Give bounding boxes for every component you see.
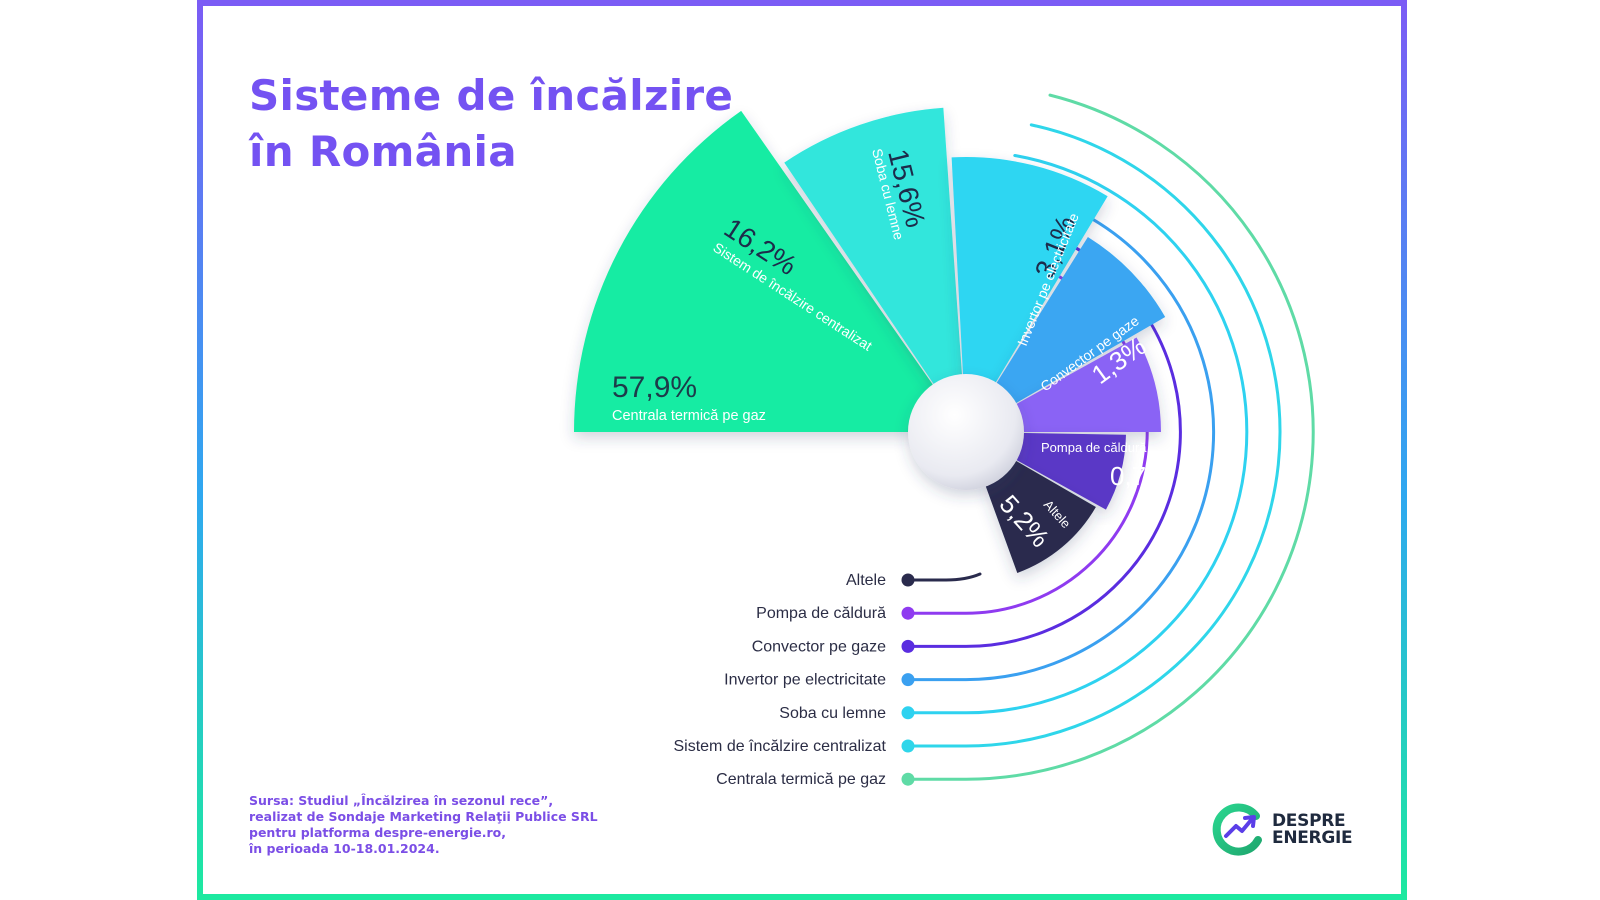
wedge-pompa-de-caldura (1011, 432, 1126, 510)
despre-energie-logo: DESPRE ENERGIE (1210, 800, 1360, 860)
legend-item-centrala-termica-pe-gaz: Centrala termică pe gaz (716, 771, 915, 788)
wedge-invertor-pe-electricitate (993, 236, 1166, 406)
wedge-label-pompa-de-caldura: 0,7% Pompa de căldură (1041, 440, 1169, 491)
wedge-category-label: Pompa de căldură (1041, 440, 1147, 455)
legend-item-sistem-de-incalzire-centralizat: Sistem de încălzire centralizat (673, 738, 915, 755)
wedge-sistem-de-incalzire-centralizat (784, 107, 963, 389)
source-line-4: în perioada 10-18.01.2024. (249, 841, 440, 856)
legend-dot (901, 606, 915, 620)
wedge-value-label: 0,7% (1110, 461, 1169, 491)
legend-item-altele: Altele (846, 572, 915, 589)
legend-label: Altele (846, 572, 886, 589)
legend-item-pompa-de-caldura: Pompa de căldură (756, 605, 915, 622)
connector-arc (906, 153, 1249, 715)
legend-item-convector-pe-gaze: Convector pe gaze (752, 638, 915, 655)
logo-wordmark: DESPRE ENERGIE (1272, 811, 1353, 848)
title-line-2: în România (249, 127, 517, 176)
page-title: Sisteme de încălzire în România (249, 68, 733, 180)
legend-label: Soba cu lemne (779, 705, 886, 722)
legend-dot (901, 706, 915, 720)
wedge-convector-pe-gaze (1011, 337, 1161, 432)
legend-label: Sistem de încălzire centralizat (673, 738, 886, 755)
wedge-value-label: 57,9% (612, 371, 697, 404)
legend-label: Convector pe gaze (752, 638, 886, 655)
source-note: Sursa: Studiul „Încălzirea în sezonul re… (249, 793, 598, 857)
chart-hub (908, 374, 1024, 490)
source-line-1: Sursa: Studiul „Încălzirea în sezonul re… (249, 793, 554, 808)
source-line-2: realizat de Sondaje Marketing Relaţii Pu… (249, 809, 598, 824)
connector-arc (906, 185, 1216, 682)
wedge-centrala-termica-pe-gaz (574, 110, 937, 432)
wedge-category-label: Centrala termică pe gaz (612, 408, 766, 424)
logo-line-1: DESPRE (1272, 811, 1346, 831)
connector-arc (906, 572, 982, 582)
legend-dot (901, 573, 915, 587)
legend-label: Invertor pe electricitate (724, 672, 886, 689)
legend-label: Pompa de căldură (756, 605, 886, 622)
legend-item-invertor-pe-electricitate: Invertor pe electricitate (724, 672, 915, 689)
legend-item-soba-cu-lemne: Soba cu lemne (779, 705, 915, 722)
legend-label: Centrala termică pe gaz (716, 771, 886, 788)
connector-arc (906, 93, 1315, 781)
legend-dot (901, 739, 915, 753)
source-line-3: pentru platforma despre-energie.ro, (249, 825, 506, 840)
logo-line-2: ENERGIE (1272, 828, 1353, 848)
page-frame (197, 0, 1407, 900)
wedge-label-centrala-termica-pe-gaz: 57,9% Centrala termică pe gaz (612, 371, 766, 424)
wedge-altele (983, 458, 1096, 573)
connector-arc (906, 123, 1282, 748)
legend-dot (901, 772, 915, 786)
legend-dot (901, 639, 915, 653)
title-line-1: Sisteme de încălzire (249, 71, 734, 120)
despre-energie-logo-icon (1212, 803, 1262, 856)
connector-arc (906, 249, 1149, 615)
wedge-soba-cu-lemne (951, 157, 1108, 388)
legend-dot (901, 673, 915, 687)
